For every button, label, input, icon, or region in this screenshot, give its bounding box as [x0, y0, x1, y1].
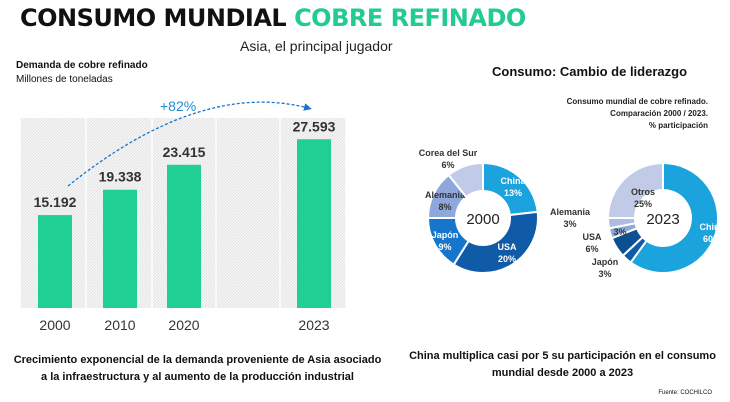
- left-footer: Crecimiento exponencial de la demanda pr…: [13, 354, 382, 383]
- title-part1: CONSUMO MUNDIAL: [20, 4, 287, 32]
- slice-corea-del-sur: [447, 161, 484, 199]
- slice-usa: [452, 210, 539, 274]
- bar-chart-title: Demanda de cobre refinado: [16, 60, 148, 71]
- bar-value-label: 27.593: [293, 118, 336, 134]
- slice-value: 6%: [585, 244, 598, 254]
- slice-label: Japón: [432, 230, 459, 240]
- growth-arrow: [67, 101, 312, 187]
- bar-2010: [103, 189, 137, 308]
- title-part2: COBRE REFINADO: [294, 4, 526, 32]
- source: Fuente: COCHILCO: [658, 390, 712, 396]
- bar-chart-unit: Millones de toneladas: [16, 74, 113, 85]
- slice-value: 25%: [634, 199, 652, 209]
- page-title: CONSUMO MUNDIAL COBRE REFINADO: [20, 4, 526, 32]
- slice-label: Corea del Sur: [419, 148, 478, 158]
- slice-otros: [606, 161, 664, 219]
- right-footer: China multiplica casi por 5 su participa…: [409, 350, 716, 379]
- bar-2000: [38, 215, 72, 308]
- slice-value: 3%: [563, 219, 576, 229]
- donut-center-label: 2023: [646, 211, 679, 228]
- slice-china: [629, 161, 719, 274]
- note-line: % participación: [648, 121, 708, 130]
- note-line: Comparación 2000 / 2023.: [610, 109, 708, 118]
- bar-2023: [297, 139, 331, 308]
- x-tick-label: 2010: [104, 317, 135, 333]
- x-tick-label: 2023: [298, 317, 329, 333]
- slice-label: Alemania: [550, 207, 591, 217]
- slice-value: 3%: [613, 227, 626, 237]
- slice-value: 6%: [441, 160, 454, 170]
- slice-label: China: [500, 176, 526, 186]
- slice-value: 20%: [498, 254, 516, 264]
- bar-value-label: 23.415: [163, 144, 206, 160]
- bar-value-label: 19.338: [99, 169, 142, 185]
- subtitle: Asia, el principal jugador: [240, 38, 393, 54]
- x-tick-label: 2000: [39, 317, 70, 333]
- pie-note: Consumo mundial de cobre refinado. Compa…: [508, 96, 708, 132]
- note-line: Consumo mundial de cobre refinado.: [566, 97, 708, 106]
- slice-value: 60%: [703, 234, 721, 244]
- slice-value: 8%: [438, 202, 451, 212]
- growth-annotation: +82%: [160, 98, 196, 114]
- x-tick-label: 2020: [168, 317, 199, 333]
- bar-chart: 15.192 2000 19.338 2010 23.415 2020 27.593 2023…: [19, 98, 347, 333]
- bar-2020: [167, 164, 201, 308]
- bar-value-label: 15.192: [34, 194, 77, 210]
- slice-label: Alemania: [425, 190, 466, 200]
- slice-label: Japón: [592, 257, 619, 267]
- donut-center-label: 2000: [466, 211, 499, 228]
- pie-section-title: Consumo: Cambio de liderazgo: [492, 64, 688, 79]
- slice-label: China: [699, 222, 725, 232]
- slice-label: USA: [582, 232, 602, 242]
- slice-value: 9%: [438, 242, 451, 252]
- slice-value: 3%: [598, 269, 611, 279]
- slice-value: 13%: [504, 188, 522, 198]
- donut-charts: China 13% USA 20% Japón 9% Alemania 8% Corea del…: [419, 148, 726, 279]
- slice-label: Otros: [631, 187, 655, 197]
- slice-label: USA: [497, 242, 517, 252]
